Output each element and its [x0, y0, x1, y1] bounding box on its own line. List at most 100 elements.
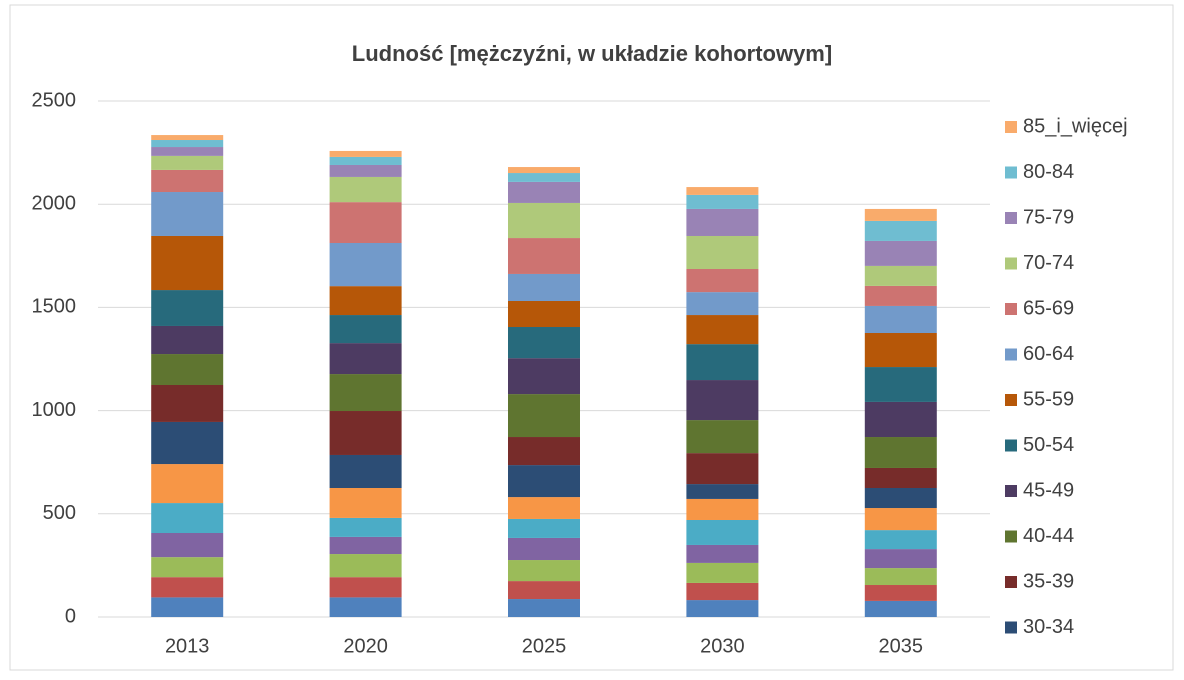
y-tick-label: 0 — [65, 605, 76, 627]
bar-segment — [508, 327, 580, 359]
legend-label: 35-39 — [1023, 570, 1074, 592]
bar-segment — [151, 155, 224, 170]
legend-swatch — [1005, 348, 1017, 361]
bar-segment — [151, 503, 224, 533]
bar-segment — [329, 536, 402, 555]
legend-swatch — [1005, 485, 1017, 497]
y-tick-label: 2500 — [32, 89, 77, 111]
legend-swatch — [1005, 439, 1017, 452]
bar-segment — [686, 315, 759, 345]
legend-swatch — [1005, 166, 1017, 179]
bar-segment — [329, 343, 402, 375]
bar-segment — [864, 549, 937, 569]
legend-label: 40-44 — [1023, 525, 1074, 547]
legend-swatch — [1005, 257, 1017, 270]
bar-segment — [151, 421, 224, 465]
legend-swatch — [1005, 212, 1017, 224]
bar-segment — [686, 453, 759, 485]
x-tick-label: 2030 — [700, 635, 745, 657]
bar-segment — [686, 235, 759, 270]
bar-segment — [151, 169, 224, 193]
legend-swatch — [1005, 576, 1017, 588]
bar-segment — [864, 508, 937, 531]
bar-segment — [508, 581, 580, 600]
bar-segment — [329, 243, 402, 287]
bar-segment — [508, 394, 580, 438]
y-tick-label: 1500 — [32, 296, 77, 318]
bar-segment — [329, 411, 402, 455]
bar-segment — [508, 465, 580, 498]
bar-segment — [686, 484, 759, 499]
legend-swatch — [1005, 394, 1017, 406]
legend-swatch — [1005, 121, 1017, 133]
bar-segment — [508, 518, 580, 538]
bar-segment — [151, 354, 224, 386]
bar-segment — [864, 530, 937, 550]
bar-segment — [686, 498, 759, 520]
bar-segment — [329, 315, 402, 344]
chart-title: Ludność [mężczyźni, w układzie kohortowy… — [352, 41, 832, 66]
bar-segment — [508, 497, 580, 519]
legend-label: 55-59 — [1023, 388, 1074, 410]
bar-segment — [864, 305, 937, 333]
bar-segment — [864, 568, 937, 586]
bar-segment — [329, 176, 402, 203]
bar-segment — [686, 269, 759, 293]
bar-segment — [686, 420, 759, 454]
bar-segment — [508, 167, 580, 174]
bar-segment — [686, 292, 759, 316]
bar-segment — [151, 135, 224, 141]
bar-segment — [864, 401, 937, 438]
bar-segment — [151, 532, 224, 558]
bar-segment — [864, 240, 937, 266]
legend-label: 85_i_więcej — [1023, 115, 1128, 137]
bar-segment — [508, 358, 580, 395]
legend-label: 75-79 — [1023, 206, 1074, 228]
bar-segment — [508, 238, 580, 274]
bar-segment — [329, 150, 402, 157]
bar-segment — [864, 265, 937, 286]
x-tick-label: 2035 — [879, 635, 924, 657]
bar-segment — [864, 467, 937, 488]
bar-segment — [508, 560, 580, 582]
legend-swatch — [1005, 530, 1017, 543]
bar-segment — [508, 173, 580, 182]
legend-swatch — [1005, 303, 1017, 315]
legend-label: 60-64 — [1023, 343, 1074, 365]
bar-segment — [864, 220, 937, 241]
bar-segment — [329, 488, 402, 518]
bar-segment — [329, 577, 402, 598]
bar-segment — [508, 273, 580, 302]
bar-segment — [151, 325, 224, 355]
legend-swatch — [1005, 621, 1017, 634]
bar-segment — [151, 290, 224, 326]
bar-segment — [864, 600, 937, 617]
bar-segment — [151, 140, 224, 148]
x-tick-label: 2025 — [522, 635, 567, 657]
bar-segment — [508, 202, 580, 239]
bar-segment — [508, 437, 580, 466]
bar-segment — [686, 562, 759, 583]
bar-segment — [686, 344, 759, 381]
bar-segment — [864, 208, 937, 221]
bar-segment — [329, 597, 402, 617]
bar-segment — [686, 600, 759, 617]
bar-segment — [508, 537, 580, 561]
bar-segment — [686, 380, 759, 421]
legend-label: 70-74 — [1023, 252, 1074, 274]
legend-label: 30-34 — [1023, 616, 1074, 638]
bar-segment — [329, 202, 402, 244]
bar-segment — [864, 285, 937, 306]
legend-label: 50-54 — [1023, 434, 1074, 456]
x-tick-label: 2020 — [343, 635, 388, 657]
legend-label: 80-84 — [1023, 161, 1074, 183]
bar-segment — [151, 597, 224, 617]
bar-segment — [329, 286, 402, 316]
bar-segment — [864, 367, 937, 402]
bar-segment — [686, 544, 759, 563]
bar-segment — [864, 332, 937, 368]
bar-segment — [508, 181, 580, 203]
bar-segment — [329, 156, 402, 165]
bar-segment — [151, 385, 224, 422]
